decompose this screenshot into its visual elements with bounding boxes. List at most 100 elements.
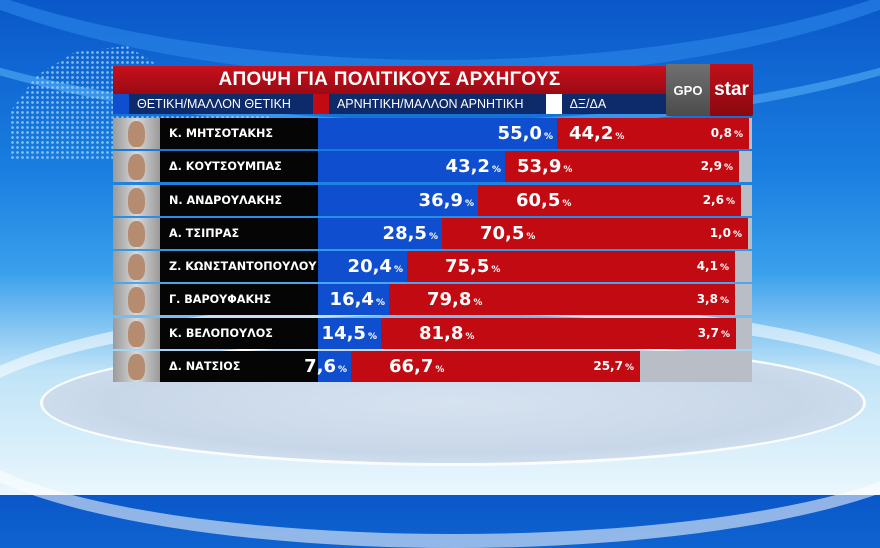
bar-dk bbox=[739, 151, 752, 183]
gpo-logo: GPO bbox=[666, 64, 710, 116]
value-positive: 7,6% bbox=[304, 356, 347, 378]
value-dk: 1,0% bbox=[709, 225, 742, 240]
candidate-photo bbox=[113, 284, 160, 316]
candidate-photo bbox=[113, 184, 160, 216]
face-icon bbox=[128, 354, 145, 381]
bar-negative: 60,5% 2,6% bbox=[478, 184, 741, 216]
value-dk: 25,7% bbox=[593, 359, 634, 374]
candidate-name: Δ. ΝΑΤΣΙΟΣ bbox=[160, 351, 318, 383]
face-icon bbox=[128, 254, 145, 281]
stacked-bar: 14,5% 81,8% 3,7% bbox=[318, 317, 752, 349]
value-negative: 81,8% bbox=[419, 322, 475, 344]
legend-label-negative: ΑΡΝΗΤΙΚΗ/ΜΑΛΛΟΝ ΑΡΝΗΤΙΚΗ bbox=[336, 97, 524, 111]
candidate-name: Κ. ΒΕΛΟΠΟΥΛΟΣ bbox=[160, 317, 318, 349]
value-positive: 14,5% bbox=[321, 322, 377, 344]
value-dk: 3,7% bbox=[697, 325, 730, 340]
value-positive: 20,4% bbox=[347, 256, 403, 278]
legend-label-dk: ΔΞ/ΔΑ bbox=[569, 97, 607, 111]
bar-dk bbox=[741, 184, 752, 216]
candidate-photo bbox=[113, 118, 160, 149]
stacked-bar: 7,6% 66,7% 25,7% bbox=[304, 351, 752, 383]
stacked-bar: 28,5% 70,5% 1,0% bbox=[318, 217, 752, 249]
value-negative: 70,5% bbox=[480, 222, 536, 244]
bar-positive: 55,0% bbox=[318, 118, 557, 149]
table-row: Δ. ΝΑΤΣΙΟΣ 7,6% 66,7% 25,7% bbox=[113, 351, 753, 383]
value-negative: 75,5% bbox=[445, 256, 501, 278]
legend-label-positive: ΘΕΤΙΚΗ/ΜΑΛΛΟΝ ΘΕΤΙΚΗ bbox=[137, 97, 291, 111]
bar-negative: 53,9% 2,9% bbox=[505, 151, 739, 183]
bar-negative: 66,7% 25,7% bbox=[351, 351, 640, 383]
value-positive: 28,5% bbox=[382, 222, 438, 244]
value-negative: 53,9% bbox=[517, 156, 573, 178]
bar-negative: 44,2% 0,8% bbox=[557, 118, 749, 149]
bar-negative: 81,8% 3,7% bbox=[381, 317, 736, 349]
table-row: Ν. ΑΝΔΡΟΥΛΑΚΗΣ 36,9% 60,5% 2,6% bbox=[113, 184, 753, 216]
value-negative: 60,5% bbox=[516, 189, 572, 211]
value-dk: 0,8% bbox=[710, 126, 743, 140]
value-dk: 2,6% bbox=[702, 192, 735, 207]
candidate-photo bbox=[113, 351, 160, 383]
stacked-bar: 20,4% 75,5% 4,1% bbox=[318, 251, 752, 283]
candidate-name: Ν. ΑΝΔΡΟΥΛΑΚΗΣ bbox=[160, 184, 318, 216]
value-dk: 3,8% bbox=[696, 292, 729, 307]
legend: ΘΕΤΙΚΗ/ΜΑΛΛΟΝ ΘΕΤΙΚΗ ΑΡΝΗΤΙΚΗ/ΜΑΛΛΟΝ ΑΡΝ… bbox=[113, 94, 666, 114]
value-negative: 66,7% bbox=[389, 356, 445, 378]
value-positive: 43,2% bbox=[445, 156, 501, 178]
bar-positive: 28,5% bbox=[318, 217, 442, 249]
candidate-name: Γ. ΒΑΡΟΥΦΑΚΗΣ bbox=[160, 284, 318, 316]
face-icon bbox=[128, 220, 145, 247]
face-icon bbox=[128, 287, 145, 314]
table-row: Κ. ΒΕΛΟΠΟΥΛΟΣ 14,5% 81,8% 3,7% bbox=[113, 317, 753, 349]
bar-negative: 70,5% 1,0% bbox=[442, 217, 748, 249]
candidate-photo bbox=[113, 317, 160, 349]
table-row: Ζ. ΚΩΝΣΤΑΝΤΟΠΟΥΛΟΥ 20,4% 75,5% 4,1% bbox=[113, 251, 753, 283]
stacked-bar: 43,2% 53,9% 2,9% bbox=[318, 151, 752, 183]
candidate-name: Δ. ΚΟΥΤΣΟΥΜΠΑΣ bbox=[160, 151, 318, 183]
bar-rows: Κ. ΜΗΤΣΟΤΑΚΗΣ 55,0% 44,2% 0,8% Δ. ΚΟΥΤΣΟΥΜΠΑ… bbox=[113, 118, 753, 384]
bar-negative: 75,5% 4,1% bbox=[407, 251, 735, 283]
value-positive: 16,4% bbox=[329, 289, 385, 311]
bar-positive: 14,5% bbox=[318, 317, 381, 349]
legend-swatch-positive bbox=[113, 94, 129, 114]
bar-positive: 16,4% bbox=[318, 284, 389, 316]
star-logo: star bbox=[710, 64, 753, 116]
bar-dk bbox=[735, 251, 752, 283]
value-negative: 44,2% bbox=[569, 123, 625, 144]
stacked-bar: 55,0% 44,2% 0,8% bbox=[318, 118, 752, 149]
stacked-bar: 16,4% 79,8% 3,8% bbox=[318, 284, 752, 316]
table-row: Κ. ΜΗΤΣΟΤΑΚΗΣ 55,0% 44,2% 0,8% bbox=[113, 118, 753, 149]
value-dk: 4,1% bbox=[696, 259, 729, 274]
bar-positive: 36,9% bbox=[318, 184, 478, 216]
value-positive: 36,9% bbox=[418, 189, 474, 211]
face-icon bbox=[128, 187, 145, 214]
table-row: Α. ΤΣΙΠΡΑΣ 28,5% 70,5% 1,0% bbox=[113, 217, 753, 249]
candidate-name: Ζ. ΚΩΝΣΤΑΝΤΟΠΟΥΛΟΥ bbox=[160, 251, 318, 283]
bar-dk bbox=[736, 317, 752, 349]
bar-positive: 43,2% bbox=[318, 151, 505, 183]
chart-title: ΑΠΟΨΗ ΓΙΑ ΠΟΛΙΤΙΚΟΥΣ ΑΡΧΗΓΟΥΣ bbox=[113, 66, 666, 94]
face-icon bbox=[128, 121, 145, 147]
table-row: Γ. ΒΑΡΟΥΦΑΚΗΣ 16,4% 79,8% 3,8% bbox=[113, 284, 753, 316]
bar-negative: 79,8% 3,8% bbox=[389, 284, 735, 316]
bar-positive: 7,6% bbox=[304, 351, 351, 383]
gpo-star-logo: GPO star bbox=[666, 64, 753, 116]
face-icon bbox=[128, 154, 145, 181]
table-row: Δ. ΚΟΥΤΣΟΥΜΠΑΣ 43,2% 53,9% 2,9% bbox=[113, 151, 753, 183]
candidate-photo bbox=[113, 151, 160, 183]
candidate-photo bbox=[113, 251, 160, 283]
bar-dk bbox=[735, 284, 752, 316]
legend-swatch-dk bbox=[545, 94, 562, 114]
bar-positive: 20,4% bbox=[318, 251, 407, 283]
candidate-name: Κ. ΜΗΤΣΟΤΑΚΗΣ bbox=[160, 118, 318, 149]
bar-dk bbox=[749, 118, 752, 149]
legend-swatch-negative bbox=[312, 94, 329, 114]
value-positive: 55,0% bbox=[497, 123, 553, 144]
bar-dk bbox=[748, 217, 752, 249]
face-icon bbox=[128, 320, 145, 347]
value-negative: 79,8% bbox=[427, 289, 483, 311]
candidate-name: Α. ΤΣΙΠΡΑΣ bbox=[160, 217, 318, 249]
candidate-photo bbox=[113, 217, 160, 249]
bar-dk bbox=[640, 351, 752, 383]
value-dk: 2,9% bbox=[700, 159, 733, 174]
stacked-bar: 36,9% 60,5% 2,6% bbox=[318, 184, 752, 216]
